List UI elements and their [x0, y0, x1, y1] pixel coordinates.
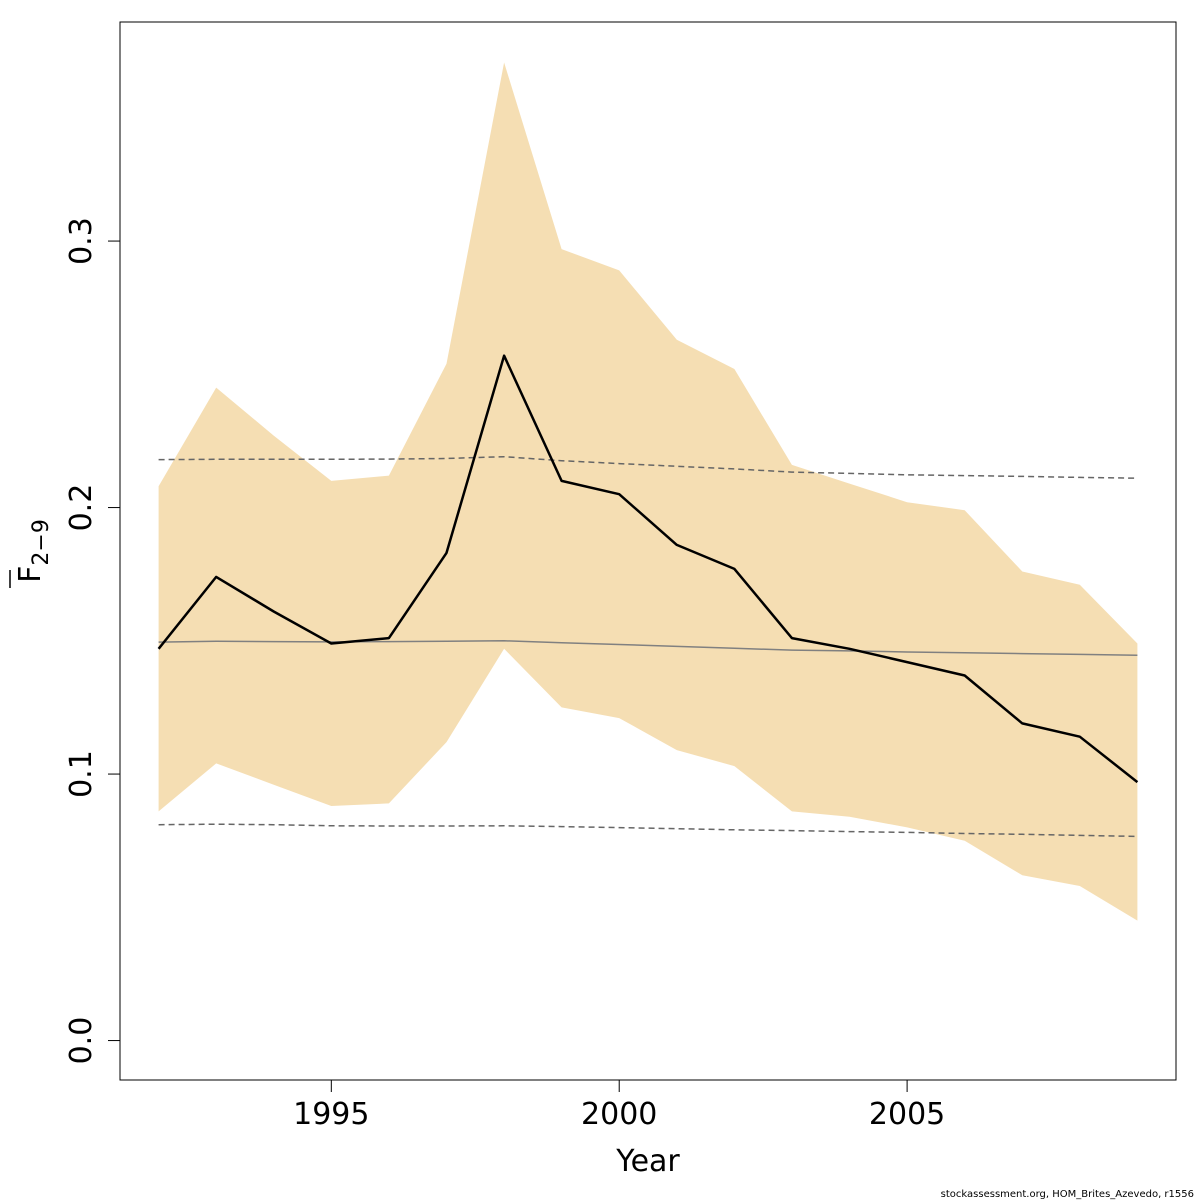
y-axis-title-main: F: [13, 566, 48, 583]
y-axis-title-subscript: 2−9: [29, 519, 54, 565]
series-line-estimate: [157, 354, 1139, 784]
x-axis: 1995 2000 2005: [293, 1079, 945, 1132]
series-layer: [157, 354, 1139, 838]
y-tick-label: 0.0: [64, 1017, 99, 1065]
x-tick-label: 1995: [293, 1097, 369, 1132]
confidence-band-layer: [158, 62, 1138, 921]
series-line-dashed-3: [158, 823, 1138, 838]
x-tick-label: 2000: [581, 1097, 657, 1132]
credit-text: stockassessment.org, HOM_Brites_Azevedo,…: [941, 1189, 1194, 1200]
confidence-band: [158, 62, 1138, 921]
x-axis-title: Year: [615, 1144, 680, 1179]
series-line-reference: [158, 640, 1138, 656]
y-tick-label: 0.1: [64, 750, 99, 798]
y-tick-label: 0.3: [64, 217, 99, 265]
x-tick-label: 2005: [869, 1097, 945, 1132]
y-axis-title: F2−9: [9, 519, 54, 588]
series-line-dashed-2: [158, 455, 1138, 479]
y-tick-label: 0.2: [64, 484, 99, 532]
y-axis: 0.0 0.1 0.2 0.3: [64, 217, 121, 1065]
svg-text:F2−9: F2−9: [13, 519, 54, 583]
